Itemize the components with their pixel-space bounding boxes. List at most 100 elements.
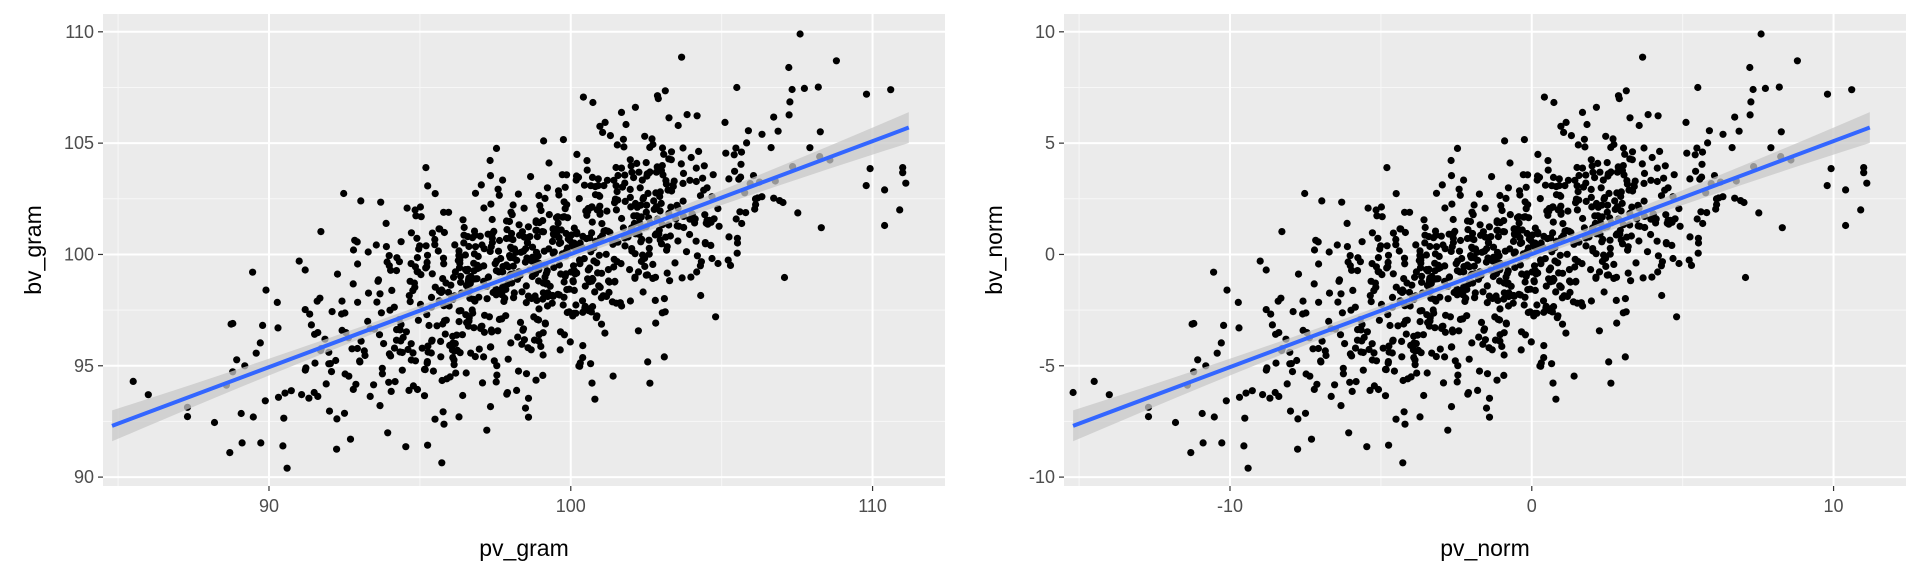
left-point	[634, 268, 643, 276]
left-point	[364, 317, 372, 325]
left-point	[599, 128, 607, 136]
right-point	[1524, 286, 1532, 294]
left-point	[488, 238, 496, 247]
left-point	[464, 279, 472, 287]
left-point	[712, 313, 720, 321]
left-point	[522, 299, 530, 307]
right-point	[1318, 337, 1326, 345]
right-point	[1464, 390, 1472, 398]
right-point	[1524, 171, 1532, 179]
left-panel: 90 100 110 90 95 100 105 110 pv_gram bv_gram	[20, 14, 945, 561]
left-point	[470, 324, 478, 332]
left-point	[322, 380, 330, 388]
left-point	[519, 325, 528, 333]
right-point	[1612, 296, 1620, 304]
left-point	[652, 189, 660, 197]
left-point	[709, 171, 717, 179]
left-point	[279, 442, 287, 450]
left-point	[338, 297, 346, 305]
right-point	[1683, 149, 1691, 157]
left-point	[370, 381, 378, 389]
left-point	[687, 273, 695, 281]
left-point	[333, 415, 341, 423]
right-point	[1439, 379, 1448, 387]
right-point	[1757, 30, 1765, 38]
right-point	[1278, 228, 1286, 236]
right-point	[1531, 224, 1539, 232]
left-point	[758, 130, 766, 138]
right-point	[1746, 111, 1754, 119]
right-point	[1623, 233, 1631, 241]
right-point	[1654, 268, 1662, 276]
left-point	[683, 111, 691, 119]
right-point	[1554, 259, 1562, 267]
left-point	[455, 413, 463, 421]
left-point	[562, 229, 570, 238]
right-point	[1454, 362, 1462, 370]
left-point	[612, 206, 621, 214]
right-point	[1302, 309, 1310, 317]
right-point	[1364, 204, 1372, 212]
right-point	[1573, 206, 1581, 214]
right-point	[1395, 247, 1403, 255]
right-point	[1528, 268, 1536, 276]
left-point	[423, 258, 431, 266]
left-point	[455, 318, 463, 326]
right-point	[1368, 340, 1376, 348]
right-point	[1504, 184, 1512, 192]
right-point	[1572, 195, 1580, 203]
left-point	[644, 189, 652, 197]
left-point	[612, 182, 620, 190]
left-x-tick-label: 90	[259, 496, 279, 516]
right-point	[1622, 87, 1630, 95]
left-point	[435, 287, 443, 295]
left-point	[576, 257, 584, 265]
right-point	[1371, 279, 1379, 287]
right-point	[1549, 379, 1557, 387]
right-point	[1432, 189, 1441, 197]
left-point	[450, 273, 458, 281]
right-point	[1411, 356, 1419, 364]
right-point	[1374, 385, 1383, 394]
right-point	[1662, 211, 1670, 219]
right-point	[1628, 148, 1637, 156]
left-point	[252, 349, 260, 357]
right-point	[1283, 380, 1291, 388]
left-point	[486, 343, 494, 351]
left-point	[410, 279, 418, 287]
left-point	[902, 179, 910, 187]
right-point	[1493, 248, 1502, 256]
left-point	[584, 266, 592, 274]
left-point	[325, 407, 334, 415]
left-point	[524, 292, 533, 300]
left-point	[572, 176, 580, 184]
left-point	[431, 241, 439, 249]
right-point	[1537, 257, 1545, 265]
right-point	[1549, 218, 1557, 226]
right-point	[1731, 194, 1739, 202]
left-point	[486, 156, 494, 165]
left-point	[436, 225, 444, 233]
right-point	[1516, 234, 1524, 242]
left-point	[677, 160, 685, 168]
right-point	[1592, 199, 1601, 208]
right-point	[1712, 195, 1721, 203]
left-point	[390, 344, 399, 352]
left-point	[407, 260, 415, 268]
right-point	[1697, 208, 1705, 216]
right-point	[1449, 328, 1457, 336]
left-point	[555, 234, 563, 242]
right-point	[1423, 369, 1431, 377]
right-point	[1235, 393, 1244, 401]
left-point	[785, 63, 793, 72]
right-point	[1416, 247, 1424, 255]
left-point	[601, 118, 609, 126]
left-point	[543, 267, 551, 275]
right-point	[1694, 234, 1702, 242]
left-point	[637, 213, 645, 221]
right-point	[1582, 197, 1590, 205]
right-point	[1525, 214, 1533, 222]
right-point	[1605, 358, 1613, 366]
right-point	[1588, 162, 1596, 170]
